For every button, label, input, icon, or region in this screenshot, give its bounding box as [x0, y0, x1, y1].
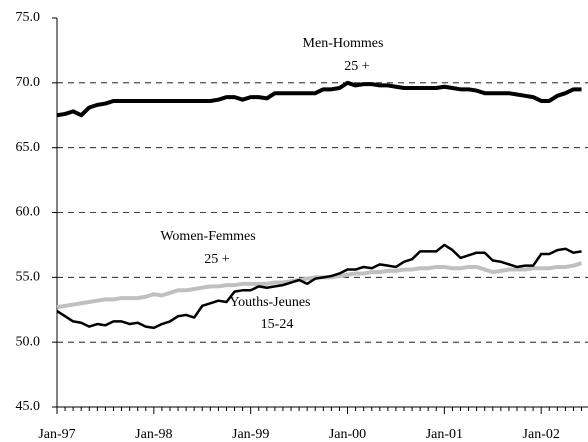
y-tick-label: 55.0 — [16, 270, 41, 285]
x-tick-label: Jan-01 — [426, 427, 463, 442]
x-tick-label: Jan-97 — [38, 427, 75, 442]
annotation: 25 + — [344, 59, 370, 74]
y-tick-label: 75.0 — [16, 10, 41, 25]
y-tick-label: 60.0 — [16, 205, 41, 220]
x-tick-label: Jan-02 — [523, 427, 560, 442]
series-line — [56, 261, 583, 310]
y-tick-label: 70.0 — [16, 75, 41, 90]
x-tick-label: Jan-98 — [135, 427, 172, 442]
series-line — [56, 243, 582, 330]
y-tick-label: 45.0 — [16, 399, 41, 414]
x-tick-label: Jan-99 — [232, 427, 269, 442]
series-line — [56, 80, 582, 118]
annotation: Men-Hommes — [303, 36, 384, 51]
y-tick-label: 50.0 — [16, 334, 41, 349]
y-tick-label: 65.0 — [16, 140, 41, 155]
annotation: Women-Femmes — [160, 229, 255, 244]
annotation: 15-24 — [261, 317, 294, 332]
annotation: 25 + — [204, 252, 230, 267]
annotation: Youths-Jeunes — [229, 295, 310, 310]
x-tick-label: Jan-00 — [329, 427, 366, 442]
